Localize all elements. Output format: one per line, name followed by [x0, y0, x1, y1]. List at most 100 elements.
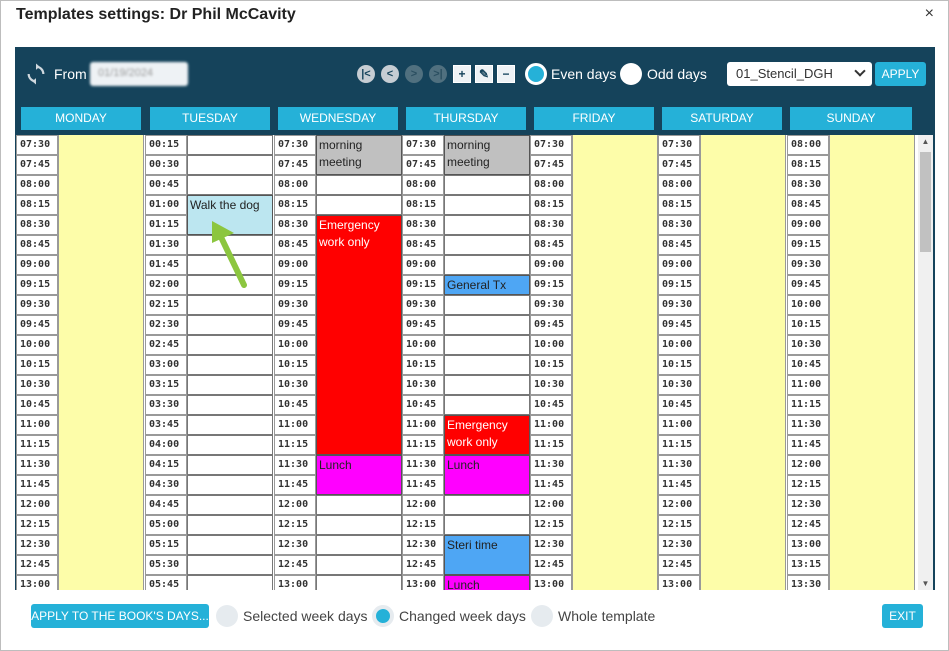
time-slot[interactable]: [187, 415, 273, 435]
appointment-wed-lunch[interactable]: Lunch: [316, 455, 402, 495]
time-slot[interactable]: [444, 335, 530, 355]
apply-to-books-days-button[interactable]: APPLY TO THE BOOK'S DAYS...: [31, 604, 209, 628]
time-label: 08:30: [658, 215, 700, 235]
time-slot[interactable]: [444, 215, 530, 235]
time-label: 09:00: [530, 255, 572, 275]
day-header-saturday[interactable]: SATURDAY: [662, 107, 782, 130]
day-header-sunday[interactable]: SUNDAY: [790, 107, 912, 130]
scrollbar-thumb[interactable]: [920, 152, 931, 252]
previous-icon[interactable]: <: [381, 65, 399, 83]
time-slot[interactable]: [316, 495, 402, 515]
time-label: 07:45: [402, 155, 444, 175]
time-label: 10:00: [787, 295, 829, 315]
odd-days-radio[interactable]: [620, 63, 642, 85]
day-header-monday[interactable]: MONDAY: [21, 107, 141, 130]
time-slot[interactable]: [187, 335, 273, 355]
time-slot[interactable]: [444, 375, 530, 395]
appointment-thu-lunch2[interactable]: Lunch: [444, 575, 530, 590]
time-slot[interactable]: [316, 515, 402, 535]
time-slot[interactable]: [187, 435, 273, 455]
time-label: 10:00: [530, 335, 572, 355]
time-slot[interactable]: [187, 535, 273, 555]
time-slot[interactable]: [444, 295, 530, 315]
time-label: 12:15: [274, 515, 316, 535]
time-slot[interactable]: [316, 575, 402, 590]
remove-icon[interactable]: −: [497, 65, 515, 83]
scroll-up-icon[interactable]: ▲: [921, 137, 930, 146]
exit-button[interactable]: EXIT: [882, 604, 923, 628]
time-label: 09:30: [16, 295, 58, 315]
time-slot[interactable]: [444, 355, 530, 375]
time-slot[interactable]: [187, 515, 273, 535]
time-slot[interactable]: [187, 555, 273, 575]
time-slot[interactable]: [187, 155, 273, 175]
day-header-wednesday[interactable]: WEDNESDAY: [278, 107, 398, 130]
time-slot[interactable]: [187, 355, 273, 375]
appointment-tue-walk[interactable]: Walk the dog: [187, 195, 273, 235]
annotation-arrow-icon: [212, 221, 247, 288]
time-label: 08:15: [658, 195, 700, 215]
last-page-icon[interactable]: >|: [429, 65, 447, 83]
appointment-thu-general[interactable]: General Tx: [444, 275, 530, 295]
time-slot[interactable]: [187, 455, 273, 475]
refresh-icon[interactable]: [25, 63, 47, 85]
time-slot[interactable]: [187, 315, 273, 335]
time-slot[interactable]: [187, 395, 273, 415]
time-slot[interactable]: [444, 395, 530, 415]
available-slot-block[interactable]: [58, 135, 144, 590]
vertical-scrollbar[interactable]: ▲ ▼: [918, 135, 933, 590]
appointment-wed-emergency[interactable]: Emergency work only: [316, 215, 402, 455]
time-slot[interactable]: [316, 555, 402, 575]
time-slot[interactable]: [187, 575, 273, 590]
appointment-thu-lunch[interactable]: Lunch: [444, 455, 530, 495]
from-date-input[interactable]: 01/19/2024: [90, 62, 188, 86]
time-label: 12:00: [274, 495, 316, 515]
time-slot[interactable]: [444, 235, 530, 255]
changed-week-days-radio[interactable]: [372, 605, 394, 627]
even-days-radio[interactable]: [525, 63, 547, 85]
time-slot[interactable]: [187, 135, 273, 155]
time-slot[interactable]: [187, 495, 273, 515]
day-header-tuesday[interactable]: TUESDAY: [150, 107, 270, 130]
day-header-friday[interactable]: FRIDAY: [534, 107, 654, 130]
scroll-down-icon[interactable]: ▼: [921, 579, 930, 588]
time-slot[interactable]: [187, 175, 273, 195]
time-label: 08:00: [658, 175, 700, 195]
time-slot[interactable]: [316, 535, 402, 555]
available-slot-block[interactable]: [700, 135, 786, 590]
edit-icon[interactable]: ✎: [475, 65, 493, 83]
time-label: 09:15: [274, 275, 316, 295]
time-label: 05:45: [145, 575, 187, 590]
next-icon[interactable]: >: [405, 65, 423, 83]
time-slot[interactable]: [444, 515, 530, 535]
time-slot[interactable]: [187, 295, 273, 315]
apply-button[interactable]: APPLY: [875, 62, 926, 86]
appointment-wed-meeting[interactable]: morning meeting: [316, 135, 402, 175]
time-slot[interactable]: [316, 175, 402, 195]
close-icon[interactable]: ×: [924, 5, 934, 22]
appointment-thu-emergency[interactable]: Emergency work only: [444, 415, 530, 455]
time-slot[interactable]: [187, 375, 273, 395]
whole-template-radio[interactable]: [531, 605, 553, 627]
time-slot[interactable]: [444, 495, 530, 515]
time-slot[interactable]: [316, 195, 402, 215]
time-slot[interactable]: [187, 275, 273, 295]
time-slot[interactable]: [444, 255, 530, 275]
day-header-thursday[interactable]: THURSDAY: [406, 107, 526, 130]
time-label: 09:45: [530, 315, 572, 335]
time-label: 07:30: [530, 135, 572, 155]
time-slot[interactable]: [444, 315, 530, 335]
available-slot-block[interactable]: [572, 135, 658, 590]
appointment-thu-steri[interactable]: Steri time: [444, 535, 530, 575]
first-page-icon[interactable]: |<: [357, 65, 375, 83]
add-icon[interactable]: +: [453, 65, 471, 83]
time-slot[interactable]: [444, 175, 530, 195]
time-label: 12:15: [402, 515, 444, 535]
selected-week-days-radio[interactable]: [216, 605, 238, 627]
available-slot-block[interactable]: [829, 135, 915, 590]
time-slot[interactable]: [187, 475, 273, 495]
stencil-select[interactable]: 01_Stencil_DGH: [727, 62, 872, 86]
time-slot[interactable]: [444, 195, 530, 215]
time-label: 04:30: [145, 475, 187, 495]
appointment-thu-meeting[interactable]: morning meeting: [444, 135, 530, 175]
